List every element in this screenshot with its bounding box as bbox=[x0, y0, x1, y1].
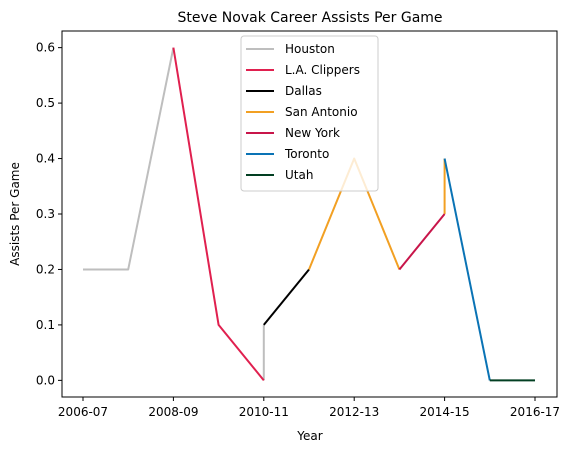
y-tick-label: 0.0 bbox=[36, 373, 55, 387]
x-axis-title: Year bbox=[296, 429, 322, 443]
series-line-l-a-clippers bbox=[172, 47, 265, 381]
legend-box bbox=[240, 35, 379, 192]
chart-title: Steve Novak Career Assists Per Game bbox=[177, 10, 442, 26]
y-tick-label: 0.2 bbox=[36, 262, 55, 276]
x-tick-label: 2012-13 bbox=[329, 405, 379, 419]
x-axis: 2006-07 2008-09 2010-11 2012-13 2014-15 2016-… bbox=[58, 397, 560, 419]
x-tick-label: 2010-11 bbox=[239, 405, 289, 419]
x-tick-label: 2006-07 bbox=[58, 405, 108, 419]
legend-label: L.A. Clippers bbox=[285, 63, 360, 77]
legend: Houston L.A. Clippers Dallas San Antonio New… bbox=[240, 35, 379, 192]
series-line-new-york bbox=[398, 213, 446, 271]
legend-label: Toronto bbox=[284, 147, 329, 161]
legend-label: Dallas bbox=[285, 84, 322, 98]
y-tick-label: 0.5 bbox=[36, 96, 55, 110]
y-axis-title: Assists Per Game bbox=[8, 162, 22, 266]
y-tick-label: 0.3 bbox=[36, 207, 55, 221]
x-tick-label: 2008-09 bbox=[148, 405, 198, 419]
series-line-houston bbox=[83, 47, 175, 271]
y-tick-label: 0.1 bbox=[36, 318, 55, 332]
legend-label: New York bbox=[285, 126, 340, 140]
x-tick-label: 2016-17 bbox=[510, 405, 560, 419]
y-axis: 0.0 0.1 0.2 0.3 0.4 0.5 0.6 bbox=[36, 41, 62, 387]
y-tick-label: 0.4 bbox=[36, 152, 55, 166]
series-line-toronto bbox=[443, 158, 491, 381]
series-layer bbox=[83, 47, 535, 382]
legend-label: San Antonio bbox=[285, 105, 358, 119]
y-tick-label: 0.6 bbox=[36, 41, 55, 55]
x-tick-label: 2014-15 bbox=[420, 405, 470, 419]
legend-label: Houston bbox=[285, 42, 335, 56]
series-line-dallas bbox=[263, 268, 310, 326]
legend-label: Utah bbox=[285, 168, 313, 182]
